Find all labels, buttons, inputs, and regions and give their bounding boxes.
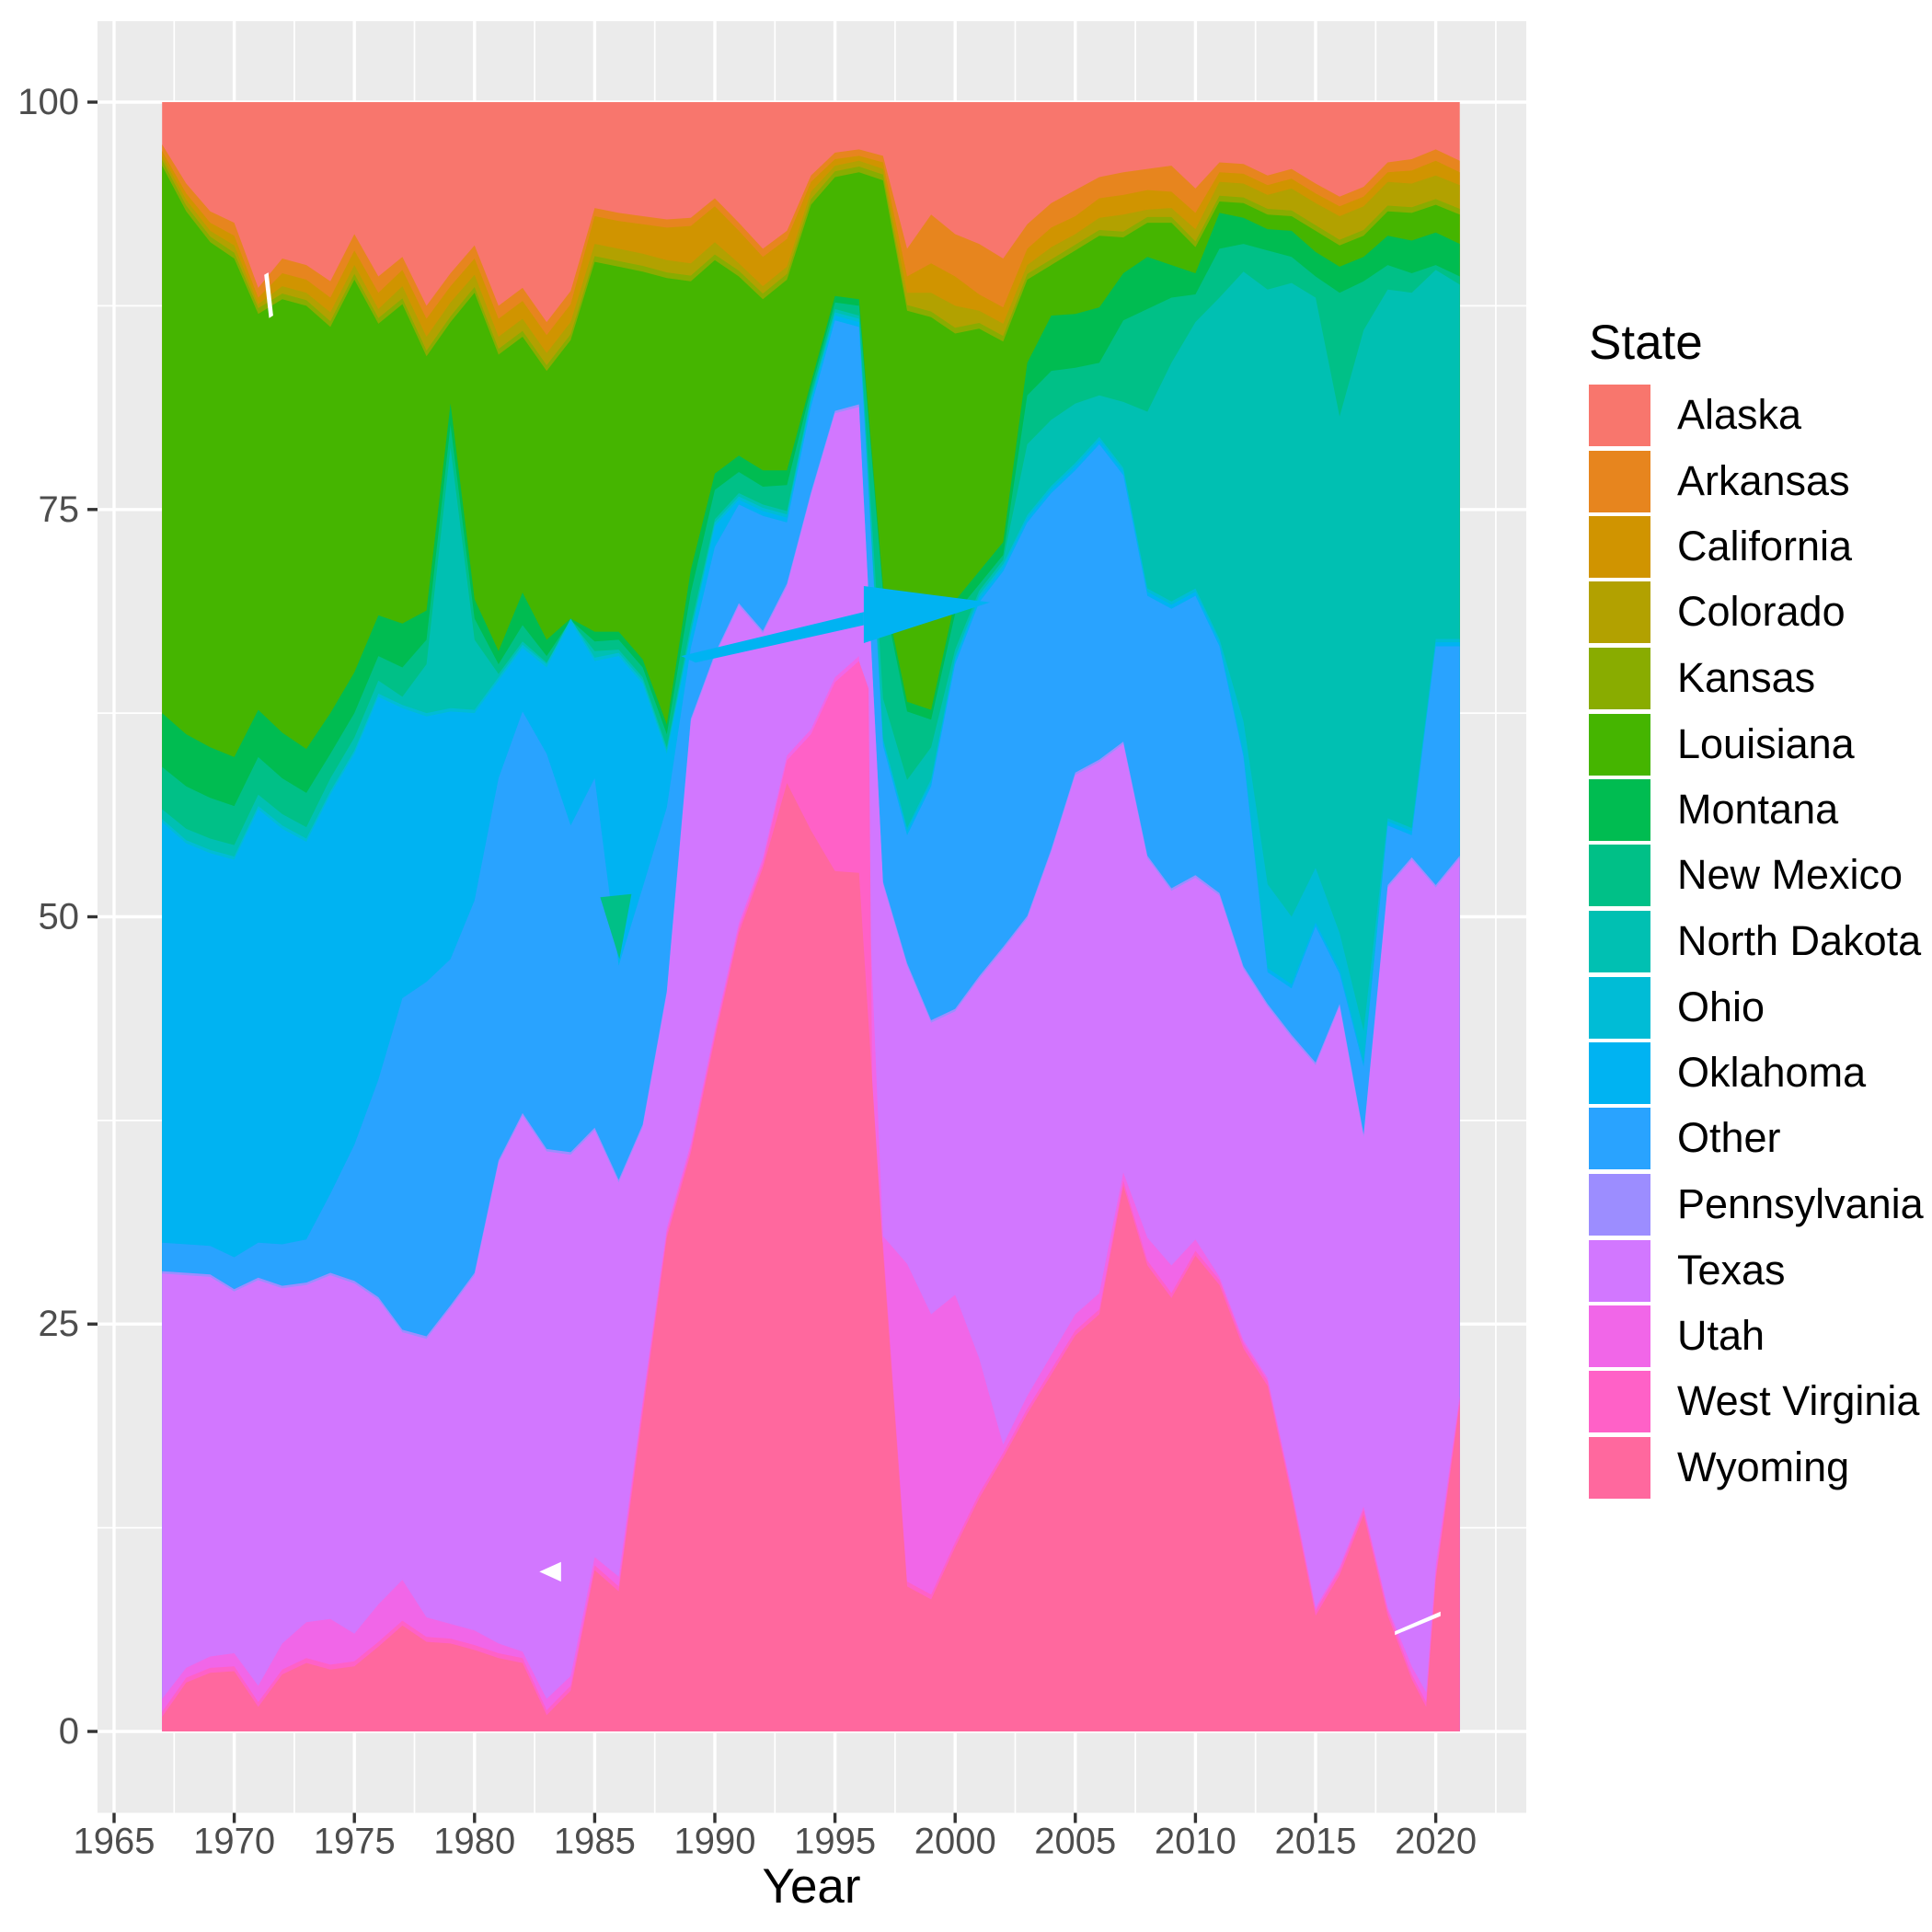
svg-text:2015: 2015 — [1275, 1822, 1357, 1862]
svg-text:100: 100 — [17, 82, 79, 122]
svg-text:1975: 1975 — [314, 1822, 396, 1862]
svg-text:Texas: Texas — [1677, 1247, 1786, 1294]
svg-text:1980: 1980 — [433, 1822, 515, 1862]
svg-text:25: 25 — [39, 1304, 80, 1344]
svg-text:Montana: Montana — [1677, 786, 1839, 833]
svg-text:1995: 1995 — [794, 1822, 876, 1862]
svg-text:California: California — [1677, 523, 1853, 569]
svg-text:West Virginia: West Virginia — [1677, 1377, 1920, 1424]
svg-text:Wyoming: Wyoming — [1677, 1443, 1849, 1490]
svg-text:Alaska: Alaska — [1677, 391, 1802, 438]
svg-text:1970: 1970 — [193, 1822, 275, 1862]
svg-text:Year: Year — [762, 1859, 860, 1914]
svg-text:State: State — [1589, 316, 1703, 370]
svg-text:2020: 2020 — [1395, 1822, 1477, 1862]
svg-text:Oklahoma: Oklahoma — [1677, 1049, 1867, 1096]
svg-text:Arkansas: Arkansas — [1677, 457, 1850, 504]
svg-text:New Mexico: New Mexico — [1677, 851, 1903, 898]
svg-text:0: 0 — [59, 1711, 79, 1752]
svg-text:Colorado: Colorado — [1677, 588, 1846, 635]
svg-text:75: 75 — [39, 489, 80, 530]
svg-text:1990: 1990 — [674, 1822, 756, 1862]
svg-text:1985: 1985 — [554, 1822, 636, 1862]
svg-text:50: 50 — [39, 897, 80, 937]
svg-text:North Dakota: North Dakota — [1677, 917, 1922, 964]
svg-text:2005: 2005 — [1034, 1822, 1116, 1862]
svg-text:Ohio: Ohio — [1677, 983, 1765, 1030]
svg-text:2000: 2000 — [914, 1822, 996, 1862]
svg-text:Pennsylvania: Pennsylvania — [1677, 1180, 1925, 1227]
svg-text:Louisiana: Louisiana — [1677, 720, 1856, 767]
svg-text:Utah: Utah — [1677, 1312, 1765, 1359]
svg-text:1965: 1965 — [74, 1822, 155, 1862]
svg-text:Kansas: Kansas — [1677, 654, 1815, 701]
svg-text:2010: 2010 — [1155, 1822, 1236, 1862]
svg-text:Other: Other — [1677, 1114, 1781, 1161]
